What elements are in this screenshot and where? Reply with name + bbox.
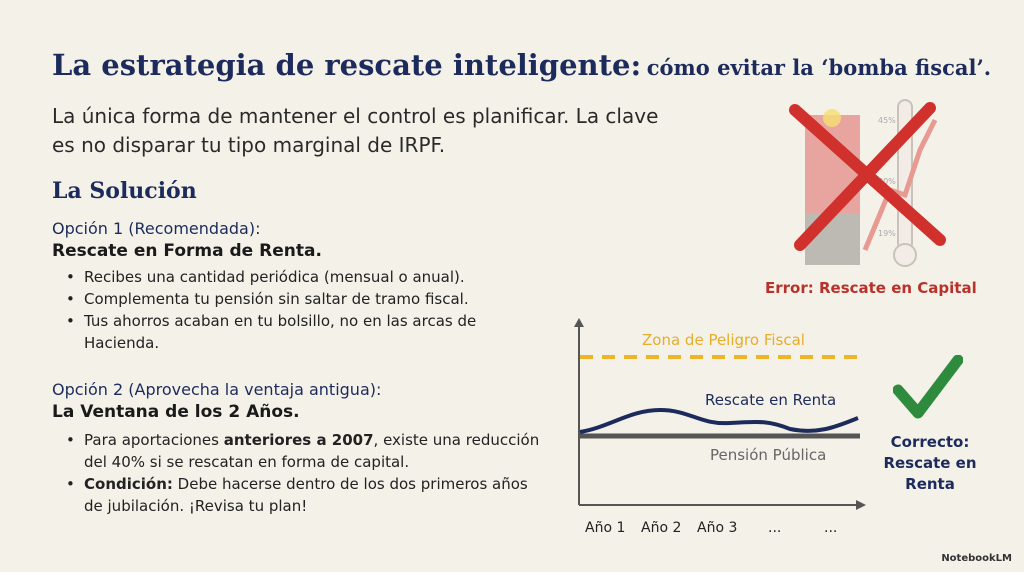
bold-text: anteriores a 2007 bbox=[223, 431, 374, 449]
option1-label: Opción 1 (Recomendada): bbox=[52, 219, 261, 238]
list-item: Condición: Debe hacerse dentro de los do… bbox=[64, 473, 544, 517]
title-main: La estrategia de rescate inteligente: bbox=[52, 48, 642, 82]
solution-heading: La Solución bbox=[52, 178, 197, 204]
list-item: Tus ahorros acaban en tu bolsillo, no en… bbox=[64, 310, 544, 354]
list-item: Para aportaciones anteriores a 2007, exi… bbox=[64, 429, 544, 473]
intro-text: La única forma de mantener el control es… bbox=[52, 104, 659, 157]
title-sub: cómo evitar la ‘bomba fiscal’. bbox=[646, 55, 992, 80]
text: Debe hacerse dentro de los dos primeros … bbox=[84, 475, 528, 515]
correct-caption: Correcto: Rescate en Renta bbox=[860, 432, 1000, 495]
option1-heading: Rescate en Forma de Renta. bbox=[52, 241, 322, 261]
bold-text: Condición: bbox=[84, 475, 173, 493]
list-item: Recibes una cantidad periódica (mensual … bbox=[64, 266, 544, 288]
x-tick-label: ... bbox=[768, 520, 781, 536]
x-tick-label: Año 3 bbox=[697, 520, 737, 536]
thermo-label: 45% bbox=[878, 116, 896, 125]
correct-line2: Rescate en Renta bbox=[883, 454, 977, 493]
danger-label: Zona de Peligro Fiscal bbox=[642, 331, 805, 349]
renta-line bbox=[579, 407, 859, 434]
error-graphic: 45% 30% 19% bbox=[789, 99, 946, 267]
notebooklm-logo: NotebookLM bbox=[941, 553, 1012, 564]
text: Para aportaciones bbox=[84, 431, 224, 449]
red-x-stroke bbox=[794, 102, 936, 251]
income-chart: Zona de Peligro Fiscal Rescate en Renta … bbox=[574, 318, 866, 536]
option2-heading: La Ventana de los 2 Años. bbox=[52, 402, 300, 422]
check-icon bbox=[893, 355, 963, 419]
list-item: Complementa tu pensión sin saltar de tra… bbox=[64, 288, 544, 310]
rising-arrow-icon bbox=[862, 118, 938, 251]
x-axis-arrow-icon bbox=[856, 500, 866, 510]
text: , existe una reducción del 40% si se res… bbox=[84, 431, 540, 471]
renta-label: Rescate en Renta bbox=[705, 391, 836, 409]
thermometer-bulb bbox=[893, 243, 917, 267]
option2-label: Opción 2 (Aprovecha la ventaja antigua): bbox=[52, 380, 382, 399]
y-axis-arrow-icon bbox=[574, 318, 584, 327]
thermo-label: 19% bbox=[878, 229, 896, 238]
option2-bullets: Para aportaciones anteriores a 2007, exi… bbox=[64, 429, 544, 517]
page-title: La estrategia de rescate inteligente: có… bbox=[52, 48, 991, 82]
pension-label: Pensión Pública bbox=[710, 446, 826, 464]
x-tick-label: ... bbox=[824, 520, 837, 536]
explosion-icon bbox=[823, 109, 841, 127]
error-caption: Error: Rescate en Capital bbox=[765, 279, 977, 297]
option1-bullets: Recibes una cantidad periódica (mensual … bbox=[64, 266, 544, 354]
thermo-label: 30% bbox=[878, 177, 896, 186]
x-tick-label: Año 1 bbox=[585, 520, 625, 536]
correct-line1: Correcto: bbox=[890, 433, 970, 451]
x-tick-label: Año 2 bbox=[641, 520, 681, 536]
